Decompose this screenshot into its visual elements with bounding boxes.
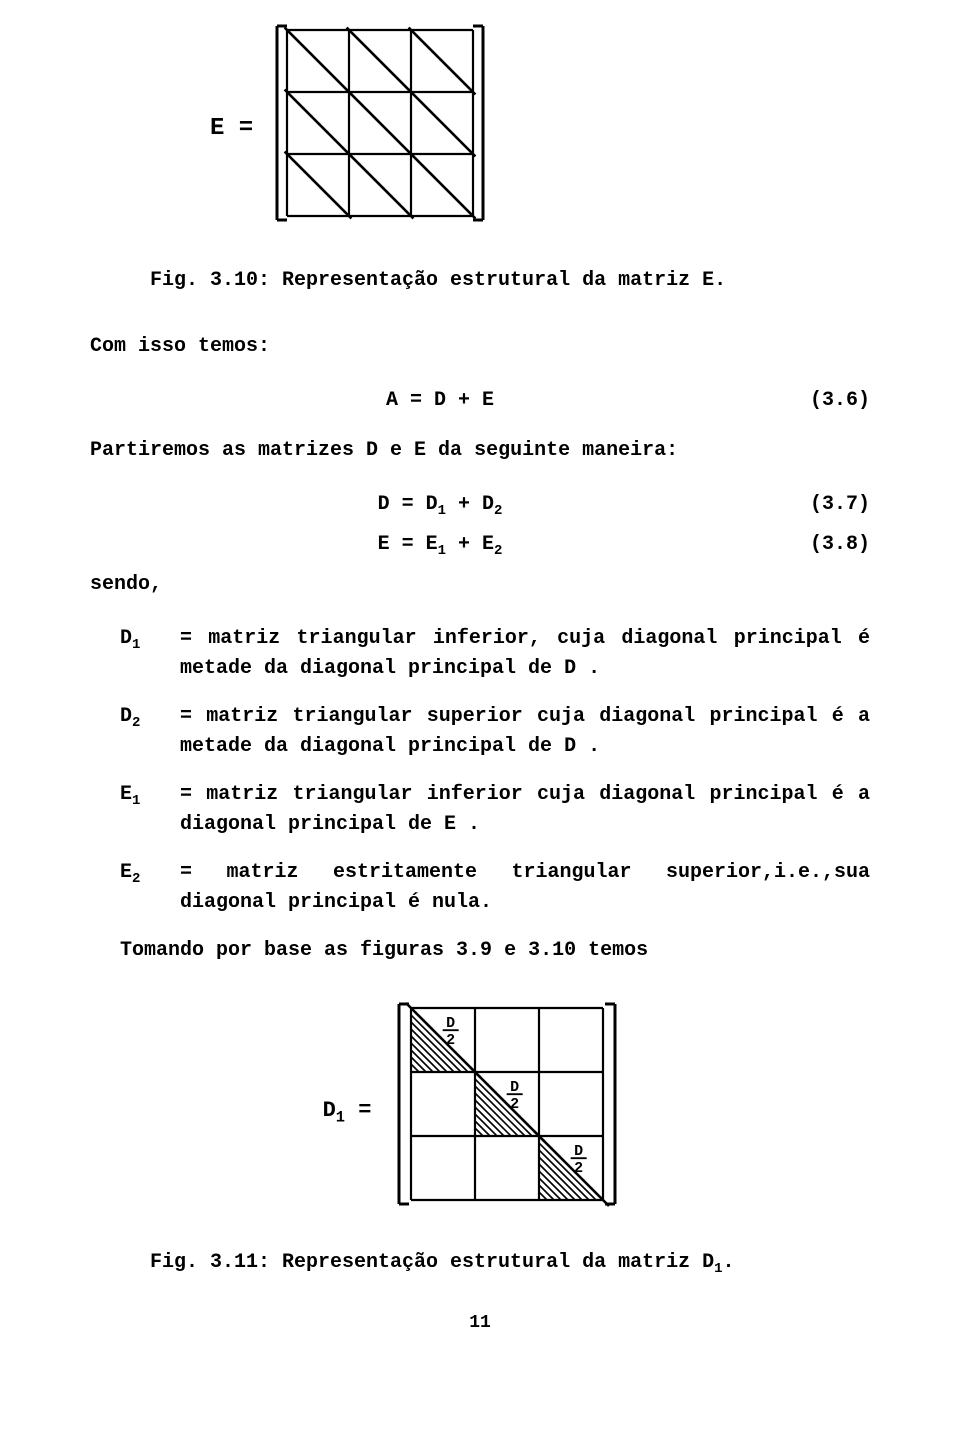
eq-3-8-num: (3.8) (790, 530, 870, 560)
svg-text:2: 2 (575, 1160, 584, 1177)
eq-3-6-num: (3.6) (790, 386, 870, 416)
tomando-text: Tomando por base as figuras 3.9 e 3.10 t… (120, 936, 870, 966)
partiremos-text: Partiremos as matrizes D e E da seguinte… (90, 436, 870, 466)
def-d2: D2 = matriz triangular superior cuja dia… (120, 702, 870, 762)
fig-e-matrix (273, 20, 499, 238)
fig-e-label: E = (210, 111, 253, 147)
eq-3-7: D = D1 + D2 (90, 490, 790, 522)
svg-text:2: 2 (511, 1096, 520, 1113)
page-number: 11 (90, 1310, 870, 1337)
def-e1: E1 = matriz triangular inferior cuja dia… (120, 780, 870, 840)
fig-d1-matrix: D2D2D2 (393, 1101, 637, 1124)
sendo-text: sendo, (90, 570, 870, 600)
fig-d1-label: D1 = (323, 1094, 372, 1130)
intro-text: Com isso temos: (90, 332, 870, 362)
fig-d1-caption: Fig. 3.11: Representação estrutural da m… (150, 1248, 870, 1280)
eq-3-6: A = D + E (90, 386, 790, 416)
def-d1: D1 = matriz triangular inferior, cuja di… (120, 624, 870, 684)
eq-3-7-num: (3.7) (790, 490, 870, 520)
fig-e-caption: Fig. 3.10: Representação estrutural da m… (150, 266, 870, 296)
eq-3-8: E = E1 + E2 (90, 530, 790, 562)
svg-text:2: 2 (447, 1032, 456, 1049)
def-e2: E2 = matriz estritamente triangular supe… (120, 858, 870, 918)
